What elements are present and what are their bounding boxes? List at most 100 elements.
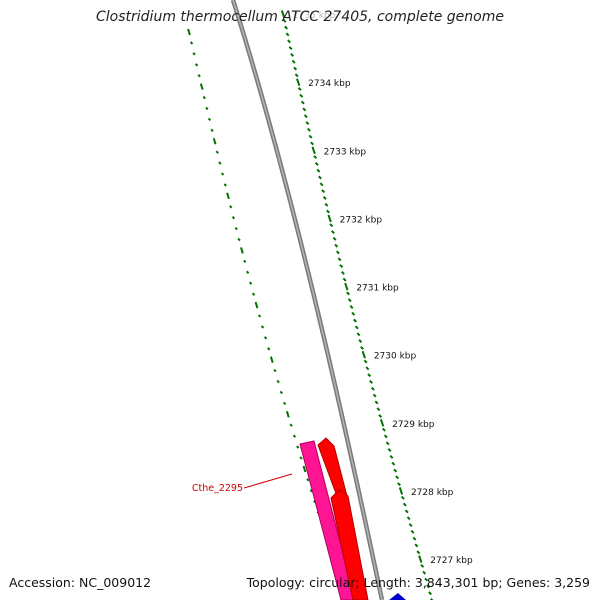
gene-feature-arrow-lower[interactable] xyxy=(330,489,369,600)
inner-minor-tick xyxy=(354,325,359,330)
inner-minor-tick xyxy=(404,509,409,514)
inner-major-tick xyxy=(361,350,366,359)
inner-minor-tick xyxy=(416,550,421,555)
inner-minor-tick xyxy=(329,223,334,228)
inner-minor-tick xyxy=(385,441,390,446)
inner-minor-tick xyxy=(313,155,318,160)
inner-minor-tick xyxy=(387,448,392,453)
inner-minor-tick xyxy=(370,386,375,391)
outer-major-tick xyxy=(285,411,290,418)
outer-major-tick xyxy=(226,192,230,200)
inner-minor-tick xyxy=(374,400,379,405)
inner-minor-tick xyxy=(367,373,372,378)
inner-minor-tick xyxy=(410,529,415,534)
inner-minor-tick xyxy=(305,121,310,125)
inner-minor-tick xyxy=(382,427,386,432)
outer-minor-tick xyxy=(234,226,238,231)
tick-label: 2734 kbp xyxy=(308,79,351,89)
inner-minor-tick xyxy=(288,46,293,51)
inner-minor-tick xyxy=(294,73,299,78)
outer-major-tick xyxy=(240,247,244,254)
gene-label[interactable]: Cthe_2295 xyxy=(192,483,243,494)
inner-minor-tick xyxy=(319,182,324,187)
inner-minor-tick xyxy=(369,380,373,384)
inner-minor-tick xyxy=(299,93,304,98)
gene-feature-cthe-2295[interactable] xyxy=(299,440,356,600)
map-title: Clostridium thermocellum ATCC 27405, com… xyxy=(96,9,504,25)
tick-label: 2730 kbp xyxy=(374,352,417,362)
inner-minor-tick xyxy=(310,141,315,146)
accession-text: Accession: NC_009012 xyxy=(9,575,152,590)
outer-minor-tick xyxy=(299,456,303,460)
outer-minor-tick xyxy=(207,117,212,122)
inner-major-tick xyxy=(379,419,385,427)
inner-minor-tick xyxy=(307,127,311,132)
inner-minor-tick xyxy=(372,393,377,398)
inner-minor-tick xyxy=(408,523,413,527)
inner-minor-tick xyxy=(430,598,434,600)
inner-minor-tick xyxy=(376,407,381,412)
inner-minor-tick xyxy=(314,161,319,166)
inner-minor-tick xyxy=(322,196,327,200)
gene-feature-blue[interactable] xyxy=(389,593,406,600)
inner-minor-tick xyxy=(342,277,347,282)
gene-label-group: Cthe_2295 xyxy=(192,473,293,494)
outer-minor-tick xyxy=(309,489,313,493)
inner-minor-tick xyxy=(402,502,407,507)
outer-minor-tick xyxy=(210,128,214,132)
inner-minor-tick xyxy=(334,243,339,248)
inner-major-tick xyxy=(327,214,332,223)
outer-minor-tick xyxy=(237,237,241,242)
outer-minor-tick xyxy=(282,401,287,406)
inner-minor-tick xyxy=(351,311,356,316)
outer-minor-tick xyxy=(220,172,225,176)
inner-minor-tick xyxy=(330,230,335,234)
outer-minor-tick xyxy=(292,434,297,438)
inner-minor-tick xyxy=(321,189,326,194)
inner-minor-tick xyxy=(318,175,322,180)
inner-minor-tick xyxy=(397,482,401,487)
inner-minor-tick xyxy=(347,298,352,303)
inner-minor-tick xyxy=(290,52,295,57)
outer-minor-tick xyxy=(202,95,206,100)
outer-minor-tick xyxy=(289,423,293,427)
inner-minor-tick xyxy=(341,270,345,275)
outer-minor-tick xyxy=(197,74,201,78)
outer-minor-tick xyxy=(263,336,268,340)
inner-minor-tick xyxy=(422,570,427,575)
inner-minor-tick xyxy=(282,18,287,23)
inner-minor-tick xyxy=(308,134,313,139)
tick-label: 2735 kbp xyxy=(293,11,336,21)
outer-minor-tick xyxy=(189,41,194,45)
inner-minor-tick xyxy=(365,366,370,371)
outer-major-tick xyxy=(302,465,307,473)
inner-minor-tick xyxy=(332,236,337,241)
inner-major-tick xyxy=(311,146,316,155)
inner-minor-tick xyxy=(287,39,291,44)
inner-minor-tick xyxy=(358,339,363,344)
backbone-highlight xyxy=(232,0,383,600)
outer-minor-tick xyxy=(223,183,227,187)
inner-minor-tick xyxy=(293,66,298,71)
inner-minor-tick xyxy=(391,461,396,466)
genome-summary-text: Topology: circular; Length: 3,843,301 bp… xyxy=(246,575,590,590)
inner-minor-tick xyxy=(339,264,344,269)
outer-minor-tick xyxy=(273,368,277,373)
inner-minor-tick xyxy=(426,584,431,589)
inner-minor-tick xyxy=(349,305,354,309)
inner-minor-tick xyxy=(420,563,425,568)
inner-tick-ring xyxy=(280,10,434,600)
inner-minor-tick xyxy=(360,345,364,350)
tick-label-group: 2735 kbp 2734 kbp 2733 kbp 2732 kbp 2731 kbp… xyxy=(293,11,473,566)
gene-feature-arrow-upper[interactable] xyxy=(317,437,348,500)
outer-minor-tick xyxy=(257,314,262,318)
backbone-arc xyxy=(230,0,385,600)
inner-minor-tick xyxy=(326,209,330,214)
inner-minor-tick xyxy=(356,332,361,337)
inner-minor-tick xyxy=(412,536,417,541)
outer-minor-tick xyxy=(260,325,265,329)
outer-minor-tick xyxy=(279,390,283,395)
tick-label: 2728 kbp xyxy=(411,488,454,498)
tick-label: 2731 kbp xyxy=(356,284,399,294)
